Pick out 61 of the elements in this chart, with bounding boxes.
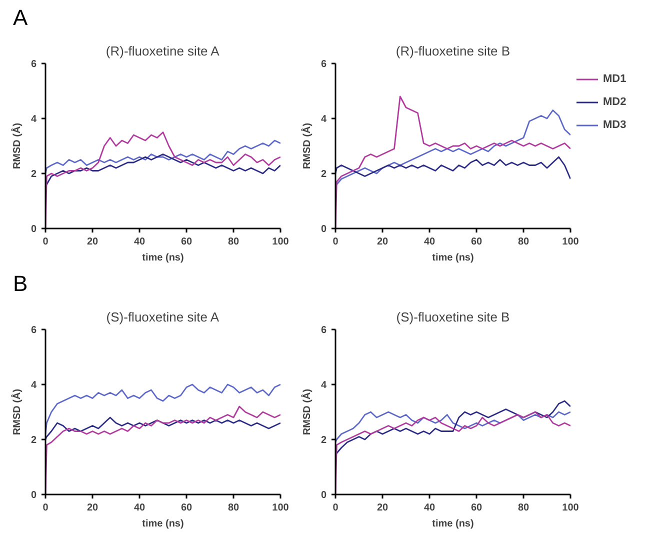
line-series: [46, 154, 280, 186]
y-tick-label: 6: [320, 325, 327, 336]
legend-label: MD1: [603, 73, 626, 85]
y-tick-label: 2: [320, 435, 327, 446]
x-tick-label: 0: [42, 236, 49, 248]
x-tick-label: 40: [134, 502, 146, 514]
line-series: [46, 416, 280, 440]
y-tick-label: 4: [30, 380, 37, 391]
x-tick-label: 80: [518, 236, 530, 248]
text: A: [13, 5, 28, 31]
x-tick-label: 40: [134, 236, 146, 248]
text: B: [13, 271, 28, 297]
y-axis-title: RMSD (Å): [300, 388, 313, 436]
chart-title: (S)-fluoxetine site B: [396, 310, 510, 324]
x-tick-label: 80: [228, 236, 240, 248]
line-series: [336, 411, 570, 443]
x-tick-label: 0: [332, 502, 339, 514]
x-tick-label: 40: [424, 236, 436, 248]
x-tick-label: 20: [376, 236, 388, 248]
x-tick-label: 100: [272, 236, 290, 248]
x-tick-label: 100: [272, 502, 290, 514]
y-tick-label: 6: [320, 59, 327, 70]
chart-title: (S)-fluoxetine site A: [106, 310, 220, 324]
x-tick-label: 0: [332, 236, 339, 248]
y-tick-label: 2: [320, 169, 327, 180]
y-tick-label: 0: [320, 224, 327, 235]
y-tick-label: 4: [320, 114, 327, 125]
x-axis-title: time (ns): [142, 518, 184, 530]
y-tick-label: 0: [320, 490, 327, 501]
chart-title: (R)-fluoxetine site B: [396, 44, 510, 58]
x-axis-title: time (ns): [142, 252, 184, 264]
y-tick-label: 4: [320, 380, 327, 391]
x-tick-label: 20: [376, 502, 388, 514]
x-tick-label: 20: [86, 236, 98, 248]
x-tick-label: 100: [562, 236, 580, 248]
x-tick-label: 60: [180, 236, 192, 248]
x-tick-label: 60: [180, 502, 192, 514]
x-tick-label: 40: [424, 502, 436, 514]
x-axis-title: time (ns): [432, 252, 474, 264]
x-tick-label: 20: [86, 502, 98, 514]
x-tick-label: 100: [562, 502, 580, 514]
line-series: [336, 156, 570, 180]
y-axis-title: RMSD (Å): [10, 122, 23, 170]
chart-title: (R)-fluoxetine site A: [106, 44, 220, 58]
x-axis-title: time (ns): [432, 518, 474, 530]
y-tick-label: 0: [30, 224, 37, 235]
y-axis-title: RMSD (Å): [300, 122, 313, 170]
y-tick-label: 0: [30, 490, 37, 501]
y-tick-label: 2: [30, 435, 37, 446]
legend-label: MD2: [603, 96, 626, 108]
y-tick-label: 2: [30, 169, 37, 180]
y-tick-label: 6: [30, 325, 37, 336]
x-tick-label: 60: [470, 236, 482, 248]
x-tick-label: 60: [470, 502, 482, 514]
y-axis-title: RMSD (Å): [10, 388, 23, 436]
x-tick-label: 80: [228, 502, 240, 514]
x-tick-label: 0: [42, 502, 49, 514]
y-tick-label: 6: [30, 59, 37, 70]
legend-label: MD3: [603, 119, 626, 131]
y-tick-label: 4: [30, 114, 37, 125]
x-tick-label: 80: [518, 502, 530, 514]
